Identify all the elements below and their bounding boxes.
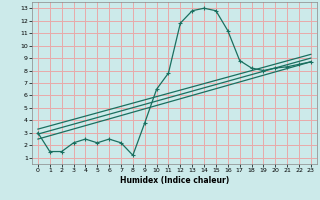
X-axis label: Humidex (Indice chaleur): Humidex (Indice chaleur) — [120, 176, 229, 185]
